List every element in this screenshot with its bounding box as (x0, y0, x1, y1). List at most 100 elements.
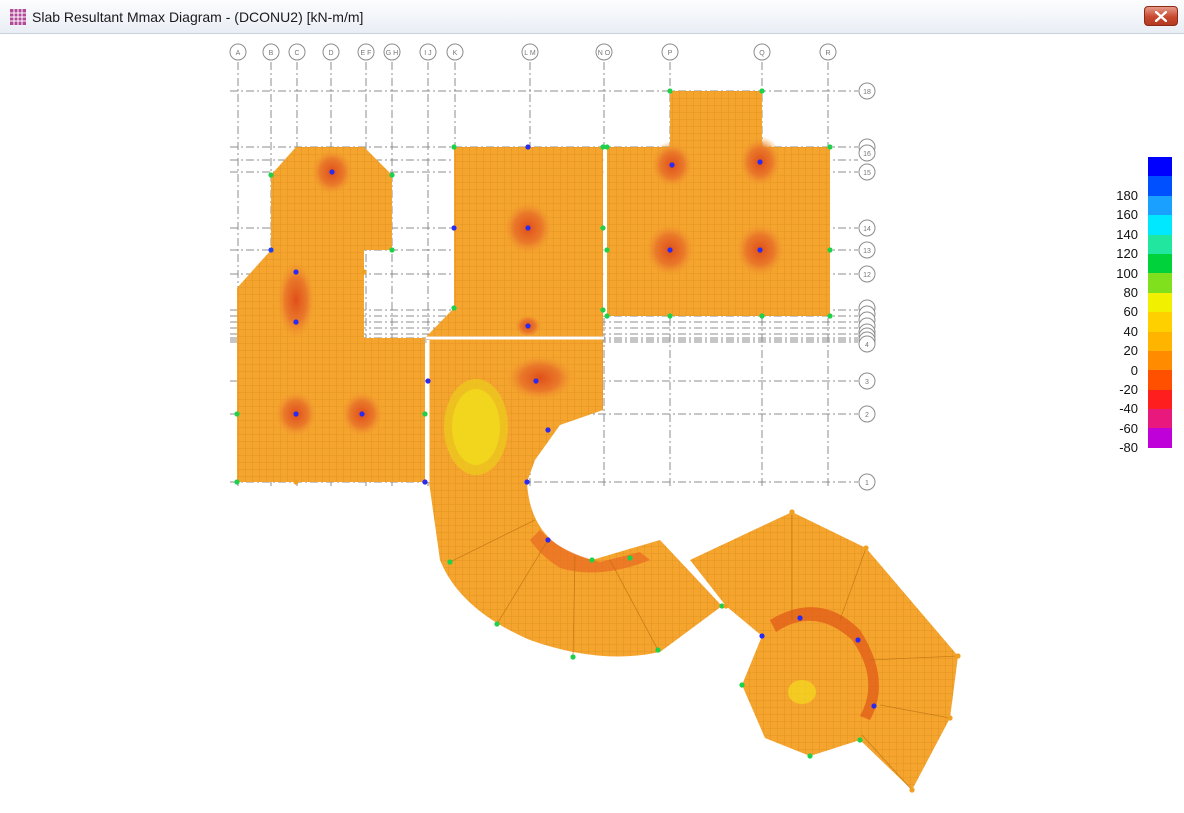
legend-swatch (1148, 273, 1172, 293)
grid-bubble-column: C (288, 43, 306, 61)
panel-edges (449, 512, 959, 791)
legend-swatch (1148, 234, 1172, 254)
legend-swatch (1148, 331, 1172, 351)
legend-swatch (1148, 176, 1172, 196)
grid-bubble-row: 3 (858, 372, 876, 390)
grid-bubble-row: 13 (858, 241, 876, 259)
svg-text:R: R (825, 50, 830, 57)
mesh-node (739, 682, 745, 688)
mesh-node (293, 411, 299, 417)
mesh-node (234, 479, 240, 485)
mesh-node (451, 305, 457, 311)
mesh-node (827, 144, 833, 150)
mesh-node (422, 411, 428, 417)
grid-bubble-column: K (446, 43, 464, 61)
svg-text:G H: G H (386, 50, 398, 57)
grid-bubble-column: I J (419, 43, 437, 61)
grid-bubbles-columns: A B C D E F G H I J K L M N O P Q R (229, 43, 837, 61)
legend-label: 0 (1130, 362, 1138, 378)
svg-text:B: B (269, 50, 274, 57)
grid-bubble-column: R (819, 43, 837, 61)
svg-text:A: A (236, 50, 241, 57)
mesh-node (723, 603, 729, 609)
mesh-node (451, 225, 457, 231)
svg-text:4: 4 (865, 342, 869, 349)
mesh-node (525, 323, 531, 329)
mesh-node (234, 411, 240, 417)
svg-text:18: 18 (863, 89, 871, 96)
svg-text:E F: E F (361, 50, 372, 57)
mesh-node (425, 378, 431, 384)
slab-diagram-icon (10, 9, 26, 25)
mesh-node (757, 247, 763, 253)
mesh-node (600, 225, 606, 231)
grid-bubble-column: A (229, 43, 247, 61)
grid-bubble-row: 12 (858, 265, 876, 283)
mesh-node (389, 247, 395, 253)
mesh-node (293, 319, 299, 325)
mesh-node (667, 313, 673, 319)
legend-swatch (1148, 157, 1172, 177)
close-button[interactable] (1144, 6, 1178, 26)
mesh-node (293, 479, 299, 485)
mesh-node (293, 269, 299, 275)
legend-label: 20 (1123, 343, 1138, 359)
mesh-node (655, 647, 661, 653)
legend-label: 100 (1116, 265, 1138, 281)
mesh-node (545, 537, 551, 543)
mesh-node (359, 411, 365, 417)
mesh-node (759, 633, 765, 639)
grid-bubble-row: 14 (858, 219, 876, 237)
svg-text:16: 16 (863, 151, 871, 158)
legend-swatch (1148, 195, 1172, 216)
grid-bubble-column: D (322, 43, 340, 61)
mesh-node (667, 247, 673, 253)
svg-text:L M: L M (524, 50, 536, 57)
grid-bubble-column: Q (753, 43, 771, 61)
grid-bubble-row: 15 (858, 163, 876, 181)
mesh-node (494, 621, 500, 627)
mesh-node (524, 479, 530, 485)
svg-text:I J: I J (424, 50, 431, 57)
mesh-node (589, 557, 595, 563)
legend-label: 140 (1116, 226, 1138, 242)
grid-bubble-column: E F (357, 43, 375, 61)
mesh-node (863, 545, 869, 551)
mesh-node (757, 159, 763, 165)
mesh-node (600, 144, 606, 150)
svg-text:Q: Q (759, 50, 765, 57)
svg-text:N O: N O (598, 50, 611, 57)
panel-joints (426, 147, 607, 482)
mesh-node (871, 703, 877, 709)
grid-bubble-column: G H (383, 43, 401, 61)
grid-bubble-column: B (262, 43, 280, 61)
legend-swatch (1148, 292, 1172, 313)
svg-text:D: D (328, 50, 333, 57)
legend-swatch (1148, 253, 1172, 274)
mesh-node (268, 247, 274, 253)
grid-bubble-row: 16 (858, 144, 876, 162)
mesh-node (268, 172, 274, 178)
grid-bubble-row: 4 (858, 335, 876, 353)
grid-bubble-column: N O (595, 43, 613, 61)
mesh-node (667, 88, 673, 94)
close-icon (1155, 11, 1167, 22)
legend-label: 180 (1116, 188, 1138, 203)
legend-label: 80 (1123, 285, 1138, 300)
mesh-node (669, 162, 675, 168)
slab-panels[interactable] (237, 91, 958, 790)
svg-text:13: 13 (863, 248, 871, 255)
mesh-node (759, 313, 765, 319)
mesh-node (759, 88, 765, 94)
mesh-node (719, 603, 725, 609)
legend-swatch (1148, 215, 1172, 235)
mesh-node (855, 637, 861, 643)
mesh-node (604, 144, 610, 150)
mesh-node (827, 247, 833, 253)
title-bar: Slab Resultant Mmax Diagram - (DCONU2) [… (0, 0, 1184, 34)
mesh-node (600, 307, 606, 313)
mesh-node (451, 144, 457, 150)
legend-color-bar (1148, 157, 1172, 448)
